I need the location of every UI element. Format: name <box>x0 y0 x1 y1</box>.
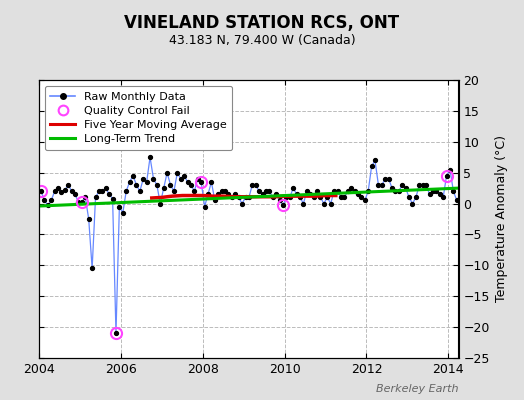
Legend: Raw Monthly Data, Quality Control Fail, Five Year Moving Average, Long-Term Tren: Raw Monthly Data, Quality Control Fail, … <box>45 86 232 150</box>
Text: Berkeley Earth: Berkeley Earth <box>376 384 458 394</box>
Text: VINELAND STATION RCS, ONT: VINELAND STATION RCS, ONT <box>124 14 400 32</box>
Y-axis label: Temperature Anomaly (°C): Temperature Anomaly (°C) <box>495 136 508 302</box>
Text: 43.183 N, 79.400 W (Canada): 43.183 N, 79.400 W (Canada) <box>169 34 355 47</box>
